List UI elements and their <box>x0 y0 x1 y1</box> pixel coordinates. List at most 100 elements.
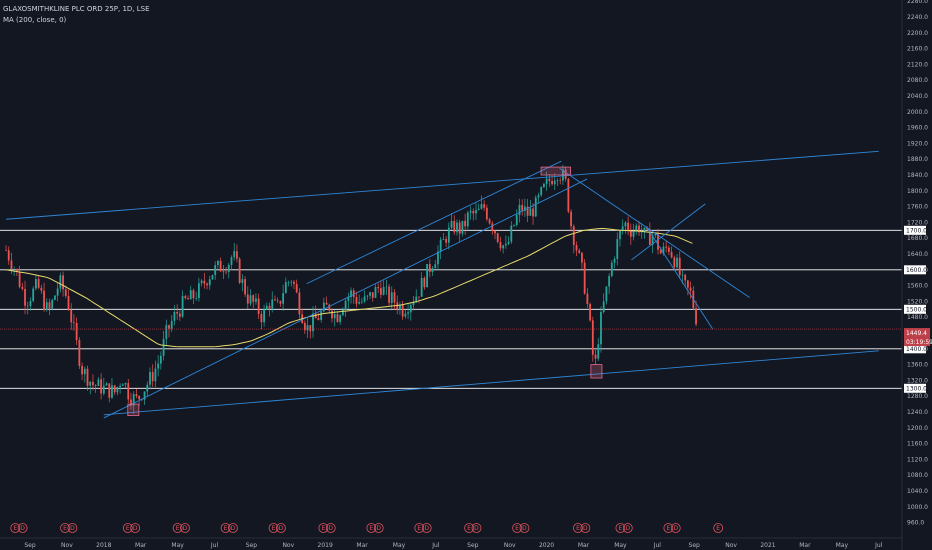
candle-body <box>608 276 611 287</box>
event-marker-icon[interactable] <box>670 523 681 533</box>
event-marker-icon[interactable] <box>471 523 482 533</box>
event-marker-icon[interactable] <box>67 523 78 533</box>
candle-body <box>453 221 456 233</box>
event-marker-label: E <box>369 525 373 532</box>
candle-body <box>676 257 678 268</box>
highlight-box[interactable] <box>127 403 140 416</box>
event-marker-icon[interactable] <box>573 523 583 533</box>
event-marker-icon[interactable] <box>512 523 522 533</box>
event-marker-icon[interactable] <box>580 523 591 533</box>
event-marker-icon[interactable] <box>519 523 530 533</box>
price-tick-label: 2280.0 <box>907 0 928 5</box>
price-tick-label: 1280.0 <box>907 393 928 400</box>
candle-body <box>491 223 494 231</box>
candle-body <box>328 304 331 311</box>
candle-body <box>371 292 374 298</box>
event-marker-icon[interactable] <box>122 523 133 533</box>
candle-body <box>613 258 616 263</box>
event-marker-icon[interactable] <box>17 523 28 533</box>
event-marker-icon[interactable] <box>464 523 475 533</box>
event-marker-icon[interactable] <box>172 523 183 533</box>
candle-body <box>45 302 48 310</box>
price-tick-label: 1640.0 <box>907 251 928 258</box>
trendline[interactable] <box>559 167 750 298</box>
candle-body <box>241 279 244 283</box>
event-marker-icon[interactable] <box>318 523 329 533</box>
candle-body <box>494 230 496 234</box>
price-tick-label: 1520.0 <box>907 298 928 305</box>
candle-body <box>523 206 526 211</box>
event-marker-icon[interactable] <box>421 523 432 533</box>
event-marker-icon[interactable] <box>414 523 425 533</box>
event-marker-label: D <box>70 525 75 532</box>
time-tick-label: Jul <box>431 542 440 549</box>
event-marker-icon[interactable] <box>615 523 626 533</box>
level-price-tag <box>904 344 926 354</box>
candle-body <box>43 290 45 310</box>
price-tick-label: 2240.0 <box>907 14 928 21</box>
event-marker-icon[interactable] <box>60 523 70 533</box>
candle-body <box>149 372 151 385</box>
candle-body <box>94 385 97 386</box>
price-axis[interactable]: 960.0 1000.0 1040.0 1080.0 1120.0 1160.0 1200.… <box>901 0 928 550</box>
candle-body <box>276 300 279 302</box>
candle-body <box>363 296 366 302</box>
candle-body <box>113 385 116 393</box>
time-axis[interactable]: Sep Nov 2018 Mar May Jul Sep Nov 2019 Mar May Jul Se… <box>0 537 902 549</box>
time-tick-label: Nov <box>61 542 73 549</box>
trendline[interactable] <box>631 203 706 261</box>
event-marker-icon[interactable] <box>373 523 384 533</box>
trendline[interactable] <box>103 178 588 419</box>
candle-body <box>287 282 290 283</box>
event-marker-icon[interactable] <box>325 523 336 533</box>
event-marker-icon[interactable] <box>713 523 724 533</box>
time-tick-label: May <box>393 542 406 549</box>
event-marker-icon[interactable] <box>10 523 21 533</box>
candle-body <box>477 208 480 211</box>
trendline[interactable] <box>103 350 879 416</box>
candle-body <box>415 296 418 303</box>
candle-body <box>543 183 545 188</box>
event-marker-icon[interactable] <box>663 523 674 533</box>
candle-body <box>610 262 613 277</box>
candle-body <box>62 275 64 290</box>
candle-body <box>589 303 591 321</box>
candle-body <box>643 227 646 232</box>
candle-body <box>447 227 450 243</box>
trendline[interactable] <box>306 160 562 285</box>
event-marker-icon[interactable] <box>220 523 231 533</box>
price-tick-label: 1240.0 <box>907 409 928 416</box>
price-tick-label: 2200.0 <box>907 30 928 37</box>
candle-body <box>214 265 217 275</box>
event-marker-icon[interactable] <box>268 523 279 533</box>
highlight-box[interactable] <box>590 364 603 379</box>
event-marker-icon[interactable] <box>228 523 238 533</box>
candle-body <box>151 372 154 382</box>
candle-body <box>40 287 43 291</box>
event-marker-icon[interactable] <box>130 523 141 533</box>
event-marker-icon[interactable] <box>622 523 633 533</box>
candle-body <box>515 214 518 225</box>
price-tick-label: 2040.0 <box>907 93 928 100</box>
trendline[interactable] <box>5 150 879 220</box>
event-marker-icon[interactable] <box>276 523 286 533</box>
event-marker-icon[interactable] <box>366 523 377 533</box>
price-tick-label: 1920.0 <box>907 140 928 147</box>
candle-body <box>21 286 24 289</box>
candle-body <box>591 320 594 355</box>
trendline[interactable] <box>645 226 714 330</box>
candle-body <box>119 385 122 388</box>
event-marker-icon[interactable] <box>180 523 190 533</box>
candle-body <box>665 246 668 248</box>
highlight-box[interactable] <box>540 166 571 176</box>
candle-body <box>344 300 347 310</box>
event-marker-label: D <box>474 525 479 532</box>
candle-body <box>252 295 255 302</box>
event-marker-label: E <box>619 525 623 532</box>
candle-body <box>388 286 390 303</box>
candle-body <box>350 290 352 298</box>
candle-body <box>206 283 208 286</box>
event-marker-label: E <box>666 525 670 532</box>
